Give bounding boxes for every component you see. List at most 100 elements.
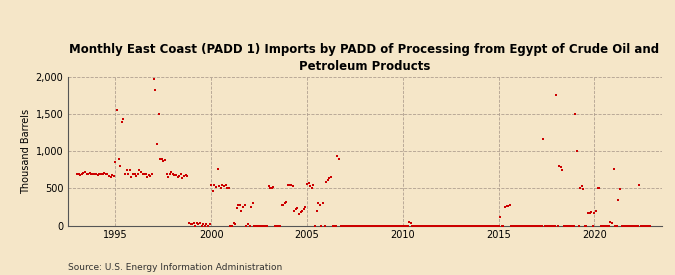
Point: [388, 223, 399, 228]
Point: [383, 223, 394, 228]
Point: [150, 88, 161, 93]
Point: [503, 204, 514, 208]
Point: [262, 223, 273, 228]
Point: [468, 223, 479, 228]
Point: [479, 223, 489, 228]
Point: [94, 171, 105, 176]
Point: [134, 168, 144, 172]
Point: [455, 223, 466, 228]
Point: [161, 171, 172, 176]
Point: [193, 222, 204, 226]
Point: [474, 223, 485, 228]
Point: [121, 168, 132, 172]
Point: [230, 222, 240, 226]
Point: [81, 171, 92, 176]
Point: [313, 201, 323, 205]
Point: [288, 184, 298, 188]
Point: [192, 221, 202, 226]
Point: [616, 223, 627, 228]
Point: [433, 223, 443, 228]
Point: [302, 182, 313, 186]
Point: [443, 223, 454, 228]
Point: [562, 223, 572, 228]
Point: [381, 223, 392, 228]
Point: [194, 221, 205, 226]
Point: [209, 183, 220, 188]
Point: [128, 171, 138, 176]
Point: [171, 173, 182, 177]
Point: [346, 223, 357, 228]
Point: [498, 223, 509, 228]
Point: [184, 221, 194, 226]
Point: [176, 171, 186, 176]
Point: [373, 223, 384, 228]
Point: [358, 223, 369, 228]
Point: [402, 223, 413, 228]
Point: [570, 112, 580, 116]
Point: [232, 205, 242, 210]
Point: [404, 219, 414, 224]
Point: [391, 223, 402, 228]
Point: [416, 223, 427, 228]
Point: [196, 223, 207, 228]
Point: [202, 223, 213, 228]
Point: [275, 223, 286, 228]
Point: [512, 223, 523, 228]
Point: [212, 167, 223, 171]
Point: [259, 223, 269, 228]
Point: [634, 183, 645, 188]
Point: [514, 223, 524, 228]
Point: [206, 183, 217, 187]
Point: [605, 219, 616, 224]
Point: [378, 223, 389, 228]
Point: [169, 173, 180, 177]
Point: [242, 222, 253, 226]
Point: [250, 223, 261, 228]
Point: [491, 223, 502, 228]
Point: [80, 170, 90, 174]
Point: [560, 223, 571, 228]
Point: [460, 223, 470, 228]
Point: [111, 108, 122, 112]
Title: Monthly East Coast (PADD 1) Imports by PADD of Processing from Egypt of Crude Oi: Monthly East Coast (PADD 1) Imports by P…: [70, 43, 659, 73]
Point: [322, 178, 333, 182]
Point: [92, 173, 103, 177]
Point: [586, 210, 597, 214]
Point: [556, 165, 566, 169]
Point: [399, 223, 410, 228]
Point: [123, 172, 134, 177]
Point: [132, 171, 143, 176]
Text: Source: U.S. Energy Information Administration: Source: U.S. Energy Information Administ…: [68, 263, 281, 272]
Point: [573, 223, 584, 228]
Point: [466, 223, 477, 228]
Point: [167, 171, 178, 176]
Point: [626, 223, 637, 228]
Point: [372, 223, 383, 228]
Point: [529, 223, 539, 228]
Point: [502, 204, 512, 208]
Point: [152, 142, 163, 146]
Point: [220, 183, 231, 188]
Point: [84, 170, 95, 175]
Y-axis label: Thousand Barrels: Thousand Barrels: [22, 109, 32, 194]
Point: [545, 223, 556, 228]
Point: [273, 223, 284, 228]
Point: [249, 223, 260, 228]
Point: [463, 223, 474, 228]
Point: [385, 223, 396, 228]
Point: [86, 171, 97, 176]
Point: [321, 180, 331, 185]
Point: [446, 223, 456, 228]
Point: [441, 223, 452, 228]
Point: [88, 172, 99, 177]
Point: [241, 223, 252, 228]
Point: [342, 223, 352, 228]
Point: [619, 223, 630, 228]
Point: [587, 223, 598, 228]
Point: [506, 223, 517, 228]
Point: [294, 212, 304, 217]
Point: [415, 223, 426, 228]
Point: [311, 208, 322, 213]
Point: [269, 223, 280, 228]
Point: [490, 223, 501, 228]
